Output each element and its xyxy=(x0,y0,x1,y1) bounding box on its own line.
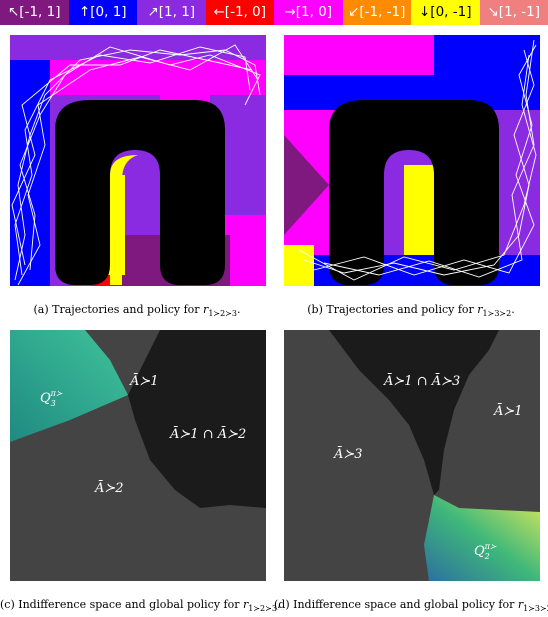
q-sup: π≻ xyxy=(484,542,497,551)
caption-sub: 1≻2≻3 xyxy=(208,309,237,319)
legend-item: ↖[-1, 1] xyxy=(0,0,69,25)
region-label: Ā≻1 ∩ Ā≻3 xyxy=(383,373,460,389)
q-sup: π≻ xyxy=(50,389,63,398)
panel-a xyxy=(10,35,266,286)
caption: (a) Trajectories and policy for r1≻2≻3. xyxy=(0,303,274,318)
legend-item: ←[-1, 0] xyxy=(205,0,274,25)
legend-item: ↗[1, 1] xyxy=(137,0,206,25)
caption-text: (a) Trajectories and policy for xyxy=(33,303,204,316)
legend: ↖[-1, 1] ↑[0, 1] ↗[1, 1] ←[-1, 0] →[1, 0] ↙[-… xyxy=(0,0,548,25)
caption-math: r xyxy=(203,303,209,316)
caption: (c) Indifference space and global policy… xyxy=(0,598,280,614)
legend-item: ↙[-1, -1] xyxy=(342,0,411,25)
caption-text: (c) Indifference space and global policy… xyxy=(0,598,243,611)
region-label: Qπ≻ 3 xyxy=(40,389,63,408)
region-label: Ā≻1 xyxy=(493,403,523,419)
region-label: Ā≻3 xyxy=(333,446,363,462)
caption-text: (d) Indifference space and global policy… xyxy=(274,598,518,611)
region-label: Ā≻1 xyxy=(129,373,159,389)
caption-sub: 1≻2≻3 xyxy=(248,604,277,614)
caption: (b) Trajectories and policy for r1≻3≻2. xyxy=(274,303,548,318)
caption-sub: 1≻3≻2 xyxy=(482,309,512,319)
legend-item: ↑[0, 1] xyxy=(68,0,137,25)
caption-sub: 1≻3≻2 xyxy=(523,604,548,614)
legend-item: →[1, 0] xyxy=(274,0,343,25)
q-symbol: Q xyxy=(40,391,51,406)
legend-item: ↘[1, -1] xyxy=(479,0,548,25)
panel-c: Ā≻1 Qπ≻ 3 Ā≻1 ∩ Ā≻2 Ā≻2 xyxy=(10,330,266,581)
q-symbol: Q xyxy=(474,544,485,559)
panel-b xyxy=(284,35,540,286)
q-sub: 3 xyxy=(51,399,56,408)
region-label: Ā≻2 xyxy=(94,480,124,496)
caption: (d) Indifference space and global policy… xyxy=(274,598,548,613)
panel-d: Ā≻1 ∩ Ā≻3 Ā≻1 Ā≻3 Qπ≻ 2 xyxy=(284,330,540,581)
legend-item: ↓[0, -1] xyxy=(411,0,480,25)
caption-end: . xyxy=(237,303,241,316)
q-sub: 2 xyxy=(484,552,490,561)
caption-math: r xyxy=(477,303,483,316)
caption-end: . xyxy=(511,303,515,316)
caption-math: r xyxy=(242,598,249,611)
caption-math: r xyxy=(517,598,524,611)
region-label: Qπ≻ 2 xyxy=(474,542,497,561)
caption-end: . xyxy=(276,598,281,611)
caption-text: (b) Trajectories and policy for xyxy=(307,303,478,316)
region-label: Ā≻1 ∩ Ā≻2 xyxy=(169,426,246,442)
